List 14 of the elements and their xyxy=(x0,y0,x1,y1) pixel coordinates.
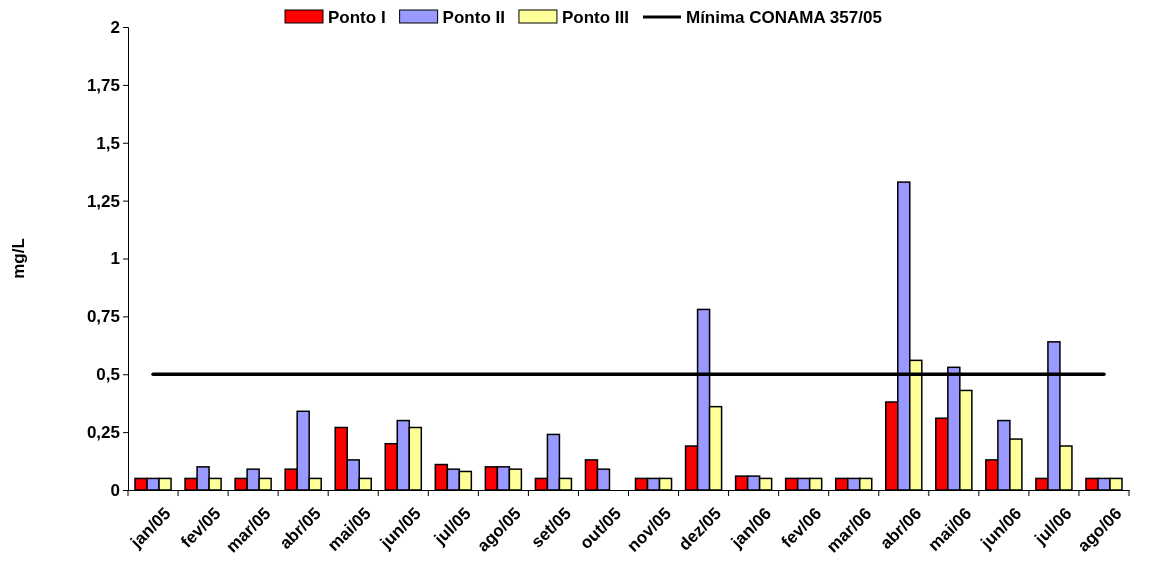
legend-label: Ponto II xyxy=(442,8,505,27)
y-tick-label: 1 xyxy=(110,249,120,269)
legend-label: Ponto I xyxy=(328,8,386,27)
y-tick-label: 1,75 xyxy=(86,75,120,95)
legend-label: Ponto III xyxy=(561,8,629,27)
y-tick-label: 0,75 xyxy=(86,307,120,327)
y-tick-label: 0,5 xyxy=(96,365,120,385)
y-tick-label: 0,25 xyxy=(86,423,120,443)
y-tick-label: 1,25 xyxy=(86,191,120,211)
y-tick-label: 1,5 xyxy=(96,133,120,153)
legend-label: Mínima CONAMA 357/05 xyxy=(685,8,882,27)
y-tick-label: 0 xyxy=(110,480,120,500)
y-tick-label: 2 xyxy=(110,17,120,37)
y-axis-title: mg/L xyxy=(9,238,28,279)
